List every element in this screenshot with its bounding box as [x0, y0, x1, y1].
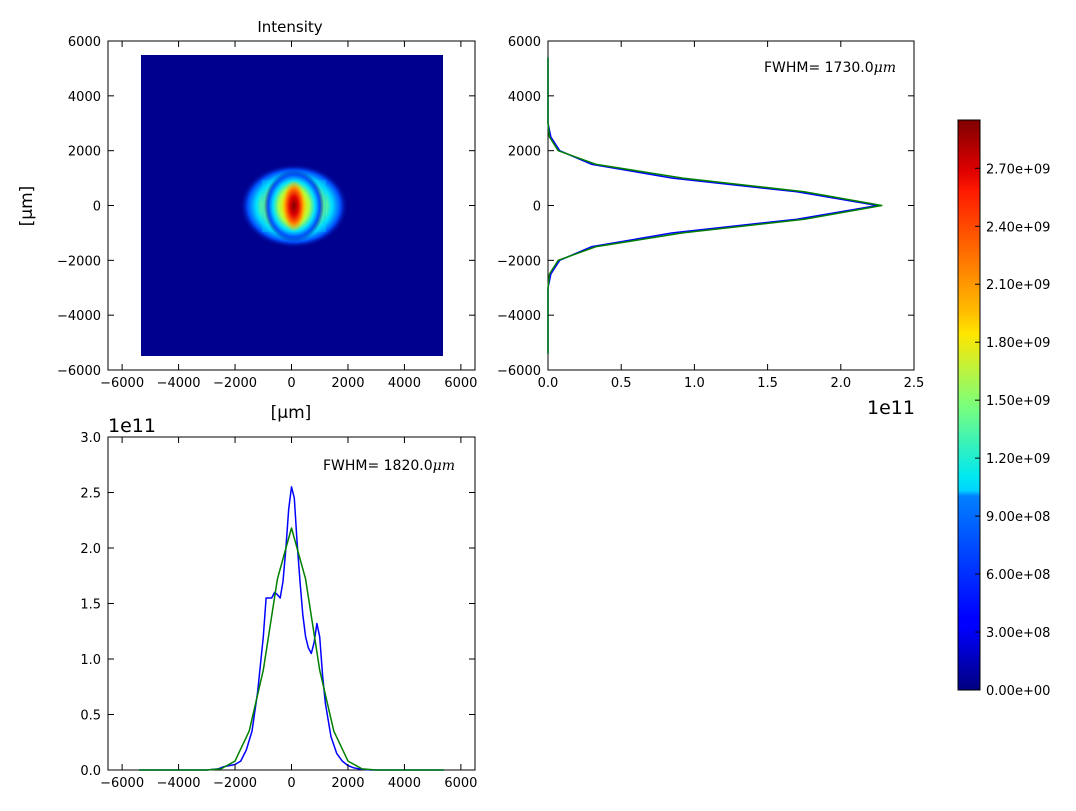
vertical-profile-x-tick-label-5: 2.5 — [904, 376, 925, 391]
vertical-profile-fwhm: FWHM= 1730.0μm — [764, 60, 896, 76]
heatmap-ylabel: [μm] — [17, 186, 37, 227]
colorbar-tick-label-1: 3.00e+08 — [986, 626, 1050, 641]
horizontal-profile-x-tick-label-3: 0 — [287, 776, 295, 791]
heatmap-x-tick-label-5: 4000 — [388, 376, 421, 391]
heatmap-y-tick-label-1: 4000 — [68, 90, 101, 105]
horizontal-profile-series-1 — [139, 527, 444, 771]
vertical-profile-x-tick-label-1: 0.5 — [611, 376, 632, 391]
vertical-profile-y-tick-label-1: 4000 — [508, 90, 541, 105]
vertical-profile-y-tick-label-3: 0 — [533, 200, 541, 215]
heatmap-y-tick-label-2: 2000 — [68, 145, 101, 160]
horizontal-profile-y-tick-label-2: 2.0 — [80, 542, 101, 557]
colorbar-tick-label-8: 2.40e+09 — [986, 220, 1050, 235]
vertical-profile-y-tick-label-2: 2000 — [508, 145, 541, 160]
vertical-profile-series-1 — [547, 57, 883, 354]
colorbar-tick-label-5: 1.50e+09 — [986, 394, 1050, 409]
colorbar: 0.00e+00 3.00e+08 6.00e+08 9.00e+08 1.20e+09… — [957, 119, 1050, 699]
colorbar-ticks: 0.00e+00 3.00e+08 6.00e+08 9.00e+08 1.20e+09… — [975, 162, 1050, 699]
colorbar-gradient — [957, 119, 981, 691]
heatmap-x-tick-label-4: 2000 — [331, 376, 364, 391]
horizontal-profile-x-tick-label-2: −2000 — [213, 776, 257, 791]
horizontal-profile-x-tick-label-5: 4000 — [388, 776, 421, 791]
vertical-profile-x-ticks: 0.0 0.5 1.0 1.5 2.0 2.5 — [538, 41, 925, 391]
horizontal-profile-y-tick-label-6: 0.0 — [80, 764, 101, 779]
heatmap-y-tick-label-3: 0 — [93, 200, 101, 215]
horizontal-profile-y-tick-label-0: 3.0 — [80, 431, 101, 446]
vertical-profile-x-tick-label-2: 1.0 — [684, 376, 705, 391]
horizontal-profile-x-ticks: −6000 −4000 −2000 0 2000 4000 6000 — [100, 437, 477, 791]
vertical-profile-x-tick-label-3: 1.5 — [757, 376, 778, 391]
vertical-profile-x-offset: 1e11 — [867, 397, 915, 419]
heatmap-y-tick-label-6: −6000 — [57, 364, 101, 379]
heatmap-xlabel: [μm] — [271, 403, 312, 423]
colorbar-tick-label-2: 6.00e+08 — [986, 568, 1050, 583]
heatmap-x-tick-label-0: −6000 — [100, 376, 144, 391]
vertical-profile-y-tick-label-4: −2000 — [497, 254, 541, 269]
heatmap-panel: Intensity −6000 −4000 −2000 0 2000 4000 6000 6… — [17, 18, 477, 423]
colorbar-tick-label-6: 1.80e+09 — [986, 336, 1050, 351]
vertical-profile-y-tick-label-0: 6000 — [508, 35, 541, 50]
vertical-profile-y-ticks: 6000 4000 2000 0 −2000 −4000 −6000 — [497, 35, 914, 379]
heatmap-y-tick-label-0: 6000 — [68, 35, 101, 50]
horizontal-profile-y-tick-label-1: 2.5 — [80, 487, 101, 502]
horizontal-profile-series-0 — [139, 486, 444, 771]
heatmap-x-tick-label-3: 0 — [287, 376, 295, 391]
colorbar-tick-label-9: 2.70e+09 — [986, 162, 1050, 177]
colorbar-tick-label-7: 2.10e+09 — [986, 278, 1050, 293]
heatmap-y-ticks: 6000 4000 2000 0 −2000 −4000 −6000 — [57, 35, 475, 379]
horizontal-profile-lines — [139, 486, 444, 771]
colorbar-tick-label-4: 1.20e+09 — [986, 452, 1050, 467]
horizontal-profile-y-tick-label-3: 1.5 — [80, 598, 101, 613]
horizontal-profile-y-tick-label-4: 1.0 — [80, 653, 101, 668]
vertical-profile-frame — [547, 40, 915, 371]
vertical-profile-y-tick-label-6: −6000 — [497, 364, 541, 379]
vertical-profile-y-tick-label-5: −4000 — [497, 309, 541, 324]
horizontal-profile-y-ticks: 3.0 2.5 2.0 1.5 1.0 0.5 0.0 — [80, 431, 475, 779]
horizontal-profile-y-tick-label-5: 0.5 — [80, 709, 101, 724]
heatmap-x-tick-label-2: −2000 — [213, 376, 257, 391]
horizontal-profile-x-tick-label-4: 2000 — [331, 776, 364, 791]
horizontal-profile-panel: −6000 −4000 −2000 0 2000 4000 6000 3.0 2.5 2.0 1.… — [80, 415, 477, 791]
heatmap-beam — [240, 164, 348, 248]
vertical-profile-x-tick-label-4: 2.0 — [830, 376, 851, 391]
heatmap-x-tick-label-1: −4000 — [157, 376, 201, 391]
horizontal-profile-x-tick-label-1: −4000 — [157, 776, 201, 791]
heatmap-title: Intensity — [257, 18, 322, 36]
horizontal-profile-x-tick-label-6: 6000 — [444, 776, 477, 791]
horizontal-profile-y-offset: 1e11 — [108, 415, 156, 437]
vertical-profile-series-0 — [547, 57, 879, 354]
horizontal-profile-fwhm: FWHM= 1820.0μm — [323, 458, 455, 474]
vertical-profile-panel: 0.0 0.5 1.0 1.5 2.0 2.5 6000 4000 2000 0 −2000 −40… — [497, 35, 924, 419]
colorbar-tick-label-0: 0.00e+00 — [986, 684, 1050, 699]
vertical-profile-lines — [547, 57, 883, 354]
heatmap-x-ticks: −6000 −4000 −2000 0 2000 4000 6000 — [100, 41, 477, 391]
heatmap-x-tick-label-6: 6000 — [444, 376, 477, 391]
vertical-profile-x-tick-label-0: 0.0 — [538, 376, 559, 391]
horizontal-profile-x-tick-label-0: −6000 — [100, 776, 144, 791]
heatmap-y-tick-label-4: −2000 — [57, 254, 101, 269]
colorbar-tick-label-3: 9.00e+08 — [986, 510, 1050, 525]
heatmap-y-tick-label-5: −4000 — [57, 309, 101, 324]
